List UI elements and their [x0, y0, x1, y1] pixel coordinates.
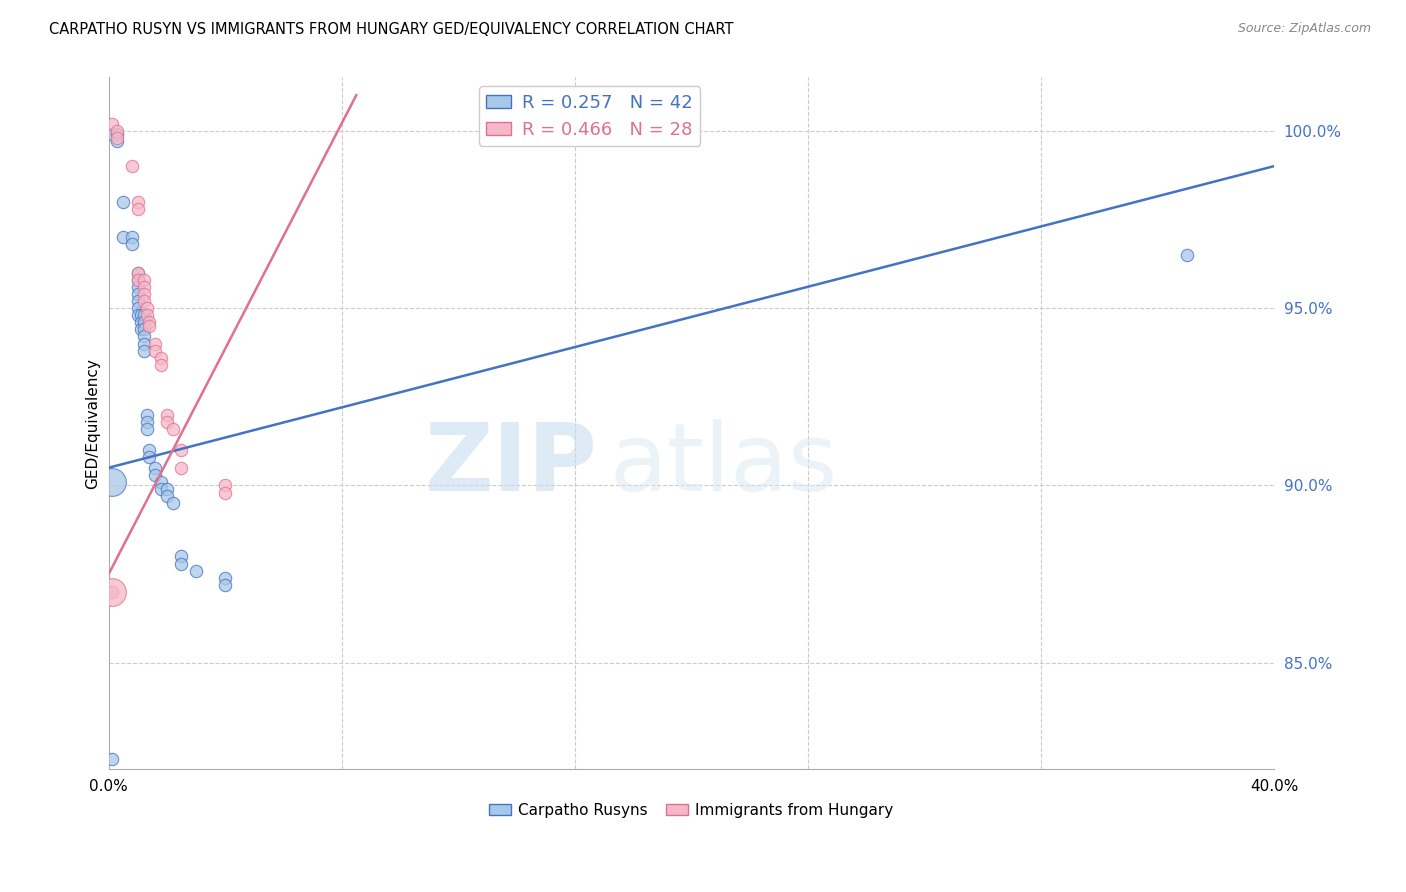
Point — [162, 496, 184, 510]
Point — [127, 279, 149, 293]
Point — [105, 123, 128, 137]
Point — [121, 159, 143, 173]
Point — [132, 322, 155, 336]
Point — [100, 585, 122, 599]
Point — [170, 460, 193, 475]
Point — [127, 202, 149, 216]
Point — [170, 442, 193, 457]
Point — [135, 301, 157, 315]
Point — [132, 343, 155, 358]
Point — [100, 117, 122, 131]
Point — [150, 358, 173, 372]
Point — [105, 130, 128, 145]
Point — [156, 408, 179, 422]
Point — [132, 329, 155, 343]
Point — [132, 308, 155, 322]
Point — [105, 134, 128, 148]
Point — [138, 450, 160, 464]
Point — [143, 336, 166, 351]
Point — [132, 286, 155, 301]
Point — [184, 564, 207, 578]
Legend: Carpatho Rusyns, Immigrants from Hungary: Carpatho Rusyns, Immigrants from Hungary — [484, 797, 900, 824]
Point — [138, 442, 160, 457]
Point — [105, 127, 128, 141]
Point — [162, 422, 184, 436]
Point — [143, 467, 166, 482]
Point — [127, 308, 149, 322]
Point — [132, 293, 155, 308]
Point — [156, 415, 179, 429]
Point — [127, 194, 149, 209]
Point — [127, 266, 149, 280]
Point — [150, 482, 173, 496]
Point — [112, 194, 135, 209]
Point — [127, 266, 149, 280]
Point — [132, 279, 155, 293]
Point — [214, 485, 236, 500]
Point — [214, 578, 236, 592]
Point — [127, 286, 149, 301]
Point — [150, 351, 173, 365]
Point — [127, 293, 149, 308]
Point — [132, 336, 155, 351]
Point — [129, 322, 152, 336]
Point — [170, 549, 193, 564]
Point — [100, 127, 122, 141]
Point — [132, 315, 155, 329]
Point — [150, 475, 173, 489]
Point — [129, 308, 152, 322]
Point — [127, 301, 149, 315]
Point — [156, 482, 179, 496]
Text: ZIP: ZIP — [425, 419, 598, 511]
Point — [143, 460, 166, 475]
Point — [135, 415, 157, 429]
Point — [1175, 248, 1198, 262]
Point — [127, 273, 149, 287]
Point — [214, 478, 236, 492]
Point — [214, 571, 236, 585]
Text: atlas: atlas — [610, 419, 838, 511]
Point — [138, 318, 160, 333]
Point — [138, 315, 160, 329]
Point — [127, 273, 149, 287]
Point — [121, 237, 143, 252]
Point — [112, 230, 135, 244]
Point — [143, 343, 166, 358]
Text: CARPATHO RUSYN VS IMMIGRANTS FROM HUNGARY GED/EQUIVALENCY CORRELATION CHART: CARPATHO RUSYN VS IMMIGRANTS FROM HUNGAR… — [49, 22, 734, 37]
Point — [100, 585, 122, 599]
Point — [135, 408, 157, 422]
Point — [132, 273, 155, 287]
Point — [129, 315, 152, 329]
Point — [100, 475, 122, 489]
Point — [121, 230, 143, 244]
Point — [135, 308, 157, 322]
Point — [135, 422, 157, 436]
Y-axis label: GED/Equivalency: GED/Equivalency — [86, 358, 100, 489]
Point — [170, 557, 193, 571]
Text: Source: ZipAtlas.com: Source: ZipAtlas.com — [1237, 22, 1371, 36]
Point — [100, 752, 122, 766]
Point — [156, 489, 179, 503]
